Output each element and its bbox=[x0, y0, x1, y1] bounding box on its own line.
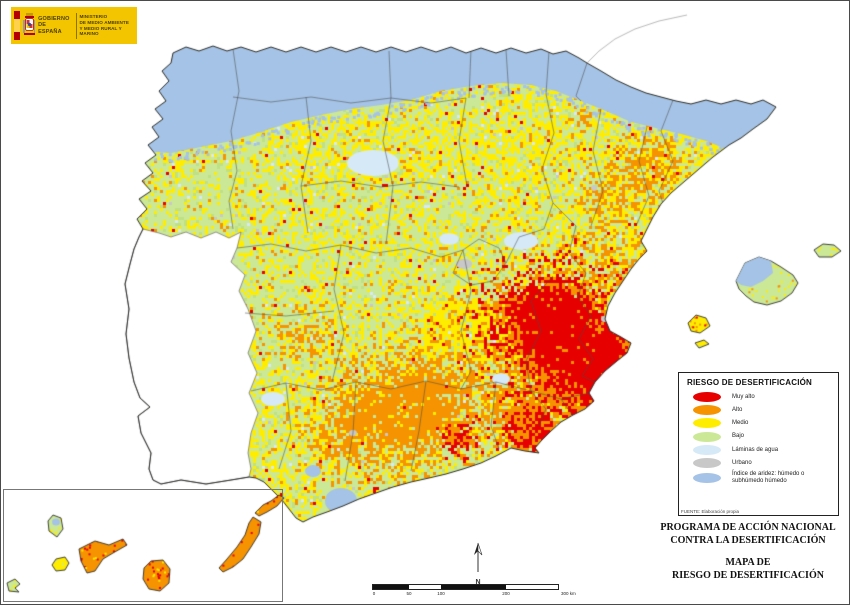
scale-segment bbox=[441, 585, 506, 589]
government-name: GOBIERNO DE ESPAÑA bbox=[38, 16, 73, 36]
legend-swatch bbox=[693, 405, 721, 416]
legend-label: Láminas de agua bbox=[732, 446, 779, 453]
legend-swatch bbox=[693, 418, 721, 429]
scale-label: 200 bbox=[502, 591, 510, 596]
scale-segment bbox=[373, 585, 409, 589]
government-name-line1: GOBIERNO bbox=[38, 15, 70, 22]
map-title-block: PROGRAMA DE ACCIÓN NACIONAL CONTRA LA DE… bbox=[649, 522, 847, 582]
logo-separator bbox=[75, 12, 77, 39]
legend-label: Bajo bbox=[732, 433, 745, 440]
north-indicator: N bbox=[469, 542, 487, 586]
program-title-line2: CONTRA LA DESERTIFICACIÓN bbox=[670, 534, 826, 546]
legend-label: Índice de aridez: húmedo o subhúmedo húm… bbox=[732, 471, 805, 484]
spain-logo: GOBIERNO DE ESPAÑA MINISTERIO DE MEDIO A… bbox=[11, 7, 137, 44]
legend-swatch bbox=[693, 457, 721, 468]
government-name-line2: DE ESPAÑA bbox=[38, 22, 62, 35]
legend-item: Bajo bbox=[685, 431, 838, 442]
legend-swatch bbox=[693, 392, 721, 402]
scale-bar: 0 50 100 200 300 km bbox=[372, 584, 576, 598]
scale-label: 100 bbox=[437, 591, 445, 596]
legend-label: Muy alto bbox=[732, 393, 755, 400]
spain-flag-icon bbox=[14, 11, 21, 41]
north-arrow-icon bbox=[474, 542, 483, 572]
legend: RIESGO DE DESERTIFICACIÓN Muy alto Alto Me… bbox=[678, 372, 839, 516]
legend-label: Medio bbox=[732, 420, 749, 427]
legend-item: Medio bbox=[685, 418, 838, 429]
north-label: N bbox=[475, 579, 481, 586]
legend-item: Muy alto bbox=[685, 392, 838, 402]
legend-item: Urbano bbox=[685, 457, 838, 468]
ministry-name-line2: DE MEDIO AMBIENTE bbox=[79, 19, 129, 25]
legend-swatch bbox=[693, 431, 721, 442]
canary-inset-border bbox=[3, 489, 283, 602]
scale-label: 50 bbox=[406, 591, 412, 596]
legend-label: Urbano bbox=[732, 459, 752, 466]
legend-swatch bbox=[693, 444, 721, 455]
legend-title: RIESGO DE DESERTIFICACIÓN bbox=[687, 378, 813, 387]
legend-item: Alto bbox=[685, 405, 838, 416]
scale-bar-segments bbox=[372, 584, 559, 590]
legend-item: Índice de aridez: húmedo o subhúmedo húm… bbox=[685, 471, 838, 484]
legend-items: Muy alto Alto Medio Bajo Láminas de agua Urba… bbox=[685, 392, 838, 484]
program-title-line1: PROGRAMA DE ACCIÓN NACIONAL bbox=[660, 522, 836, 533]
scale-segment bbox=[409, 585, 441, 589]
ministry-name: MINISTERIO DE MEDIO AMBIENTE Y MEDIO RUR… bbox=[79, 14, 134, 37]
legend-label: Alto bbox=[732, 406, 743, 413]
legend-swatch bbox=[693, 472, 721, 483]
map-title-line2: RIESGO DE DESERTIFICACIÓN bbox=[672, 569, 824, 581]
map-title-line1: MAPA DE bbox=[725, 557, 771, 568]
scale-segment bbox=[506, 585, 558, 589]
legend-source-note: FUENTE: Elaboración propia bbox=[681, 509, 740, 514]
scale-label: 300 km bbox=[561, 591, 576, 596]
spain-coat-of-arms-icon bbox=[23, 13, 36, 35]
ministry-name-line3: Y MEDIO RURAL Y MARINO bbox=[79, 25, 122, 37]
ministry-name-line1: MINISTERIO bbox=[79, 13, 108, 19]
legend-item: Láminas de agua bbox=[685, 444, 838, 455]
scale-label: 0 bbox=[372, 591, 376, 596]
